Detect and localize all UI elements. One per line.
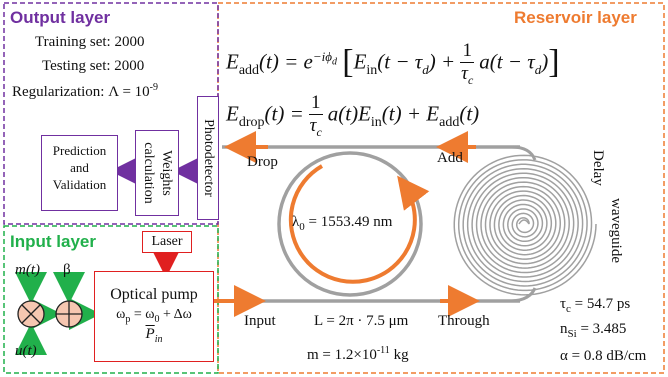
prediction-text-3: Validation [52, 177, 107, 192]
training-set-label: Training set: 2000 [35, 34, 145, 50]
photodetector-box [197, 96, 219, 220]
output-layer-title: Output layer [10, 8, 111, 27]
delay-waveguide-label-2: waveguide [608, 198, 624, 263]
m-t-label: m(t) [15, 262, 40, 278]
delay-waveguide-label: Delay [590, 150, 606, 186]
photodetector-text: Photodetector [201, 119, 216, 197]
weights-calculation-text: Weights calculation [141, 142, 174, 204]
prediction-text-2: and [70, 160, 89, 175]
pump-frequency: ωp = ω0 + Δω [116, 307, 192, 325]
input-label: Input [244, 313, 276, 329]
delay-spiral [453, 154, 597, 296]
beta-label: β [63, 262, 71, 278]
ring-wavelength: λ0 = 1553.49 nm [292, 214, 393, 233]
weights-calculation-box [135, 130, 179, 216]
testing-set-label: Testing set: 2000 [42, 58, 145, 74]
drop-label: Drop [247, 154, 278, 170]
pump-power: Pin [145, 325, 163, 345]
through-label: Through [438, 313, 490, 329]
ring-light-arc [288, 164, 430, 284]
spiral-to-bottom-bus [511, 287, 537, 303]
equation-add: Eadd(t) = e−iϕd [Ein(t − τd) + 1 τc a(t −… [226, 40, 560, 87]
u-t-label: u(t) [15, 343, 37, 359]
laser-box: Laser [142, 231, 192, 253]
multiplier-symbol [17, 300, 45, 328]
ring-length: L = 2π · 7.5 μm [314, 313, 409, 329]
micro-ring [277, 151, 423, 297]
input-panel-frame [3, 225, 219, 374]
reservoir-layer-title: Reservoir layer [514, 8, 637, 27]
prediction-text-1: Prediction [52, 143, 107, 158]
optical-pump-box: Optical pump ωp = ω0 + Δω Pin [94, 271, 214, 362]
prediction-validation-box: Prediction and Validation [41, 135, 118, 211]
add-label: Add [437, 150, 463, 166]
alpha-value: α = 0.8 dB/cm [560, 348, 647, 364]
mass-value: m = 1.2×10-11 kg [307, 345, 409, 363]
n-si-value: nSi = 3.485 [560, 321, 627, 340]
spiral-to-top-bus [511, 145, 537, 161]
adder-symbol [55, 300, 83, 328]
input-layer-title: Input layer [10, 232, 96, 251]
tau-c-value: τc = 54.7 ps [560, 296, 631, 315]
optical-pump-title: Optical pump [110, 286, 198, 303]
regularization-label: Regularization: Λ = 10-9 [12, 82, 159, 100]
laser-label: Laser [151, 234, 183, 249]
equation-drop: Edrop(t) = 1 τc a(t)Ein(t) + Eadd(t) [226, 92, 480, 139]
